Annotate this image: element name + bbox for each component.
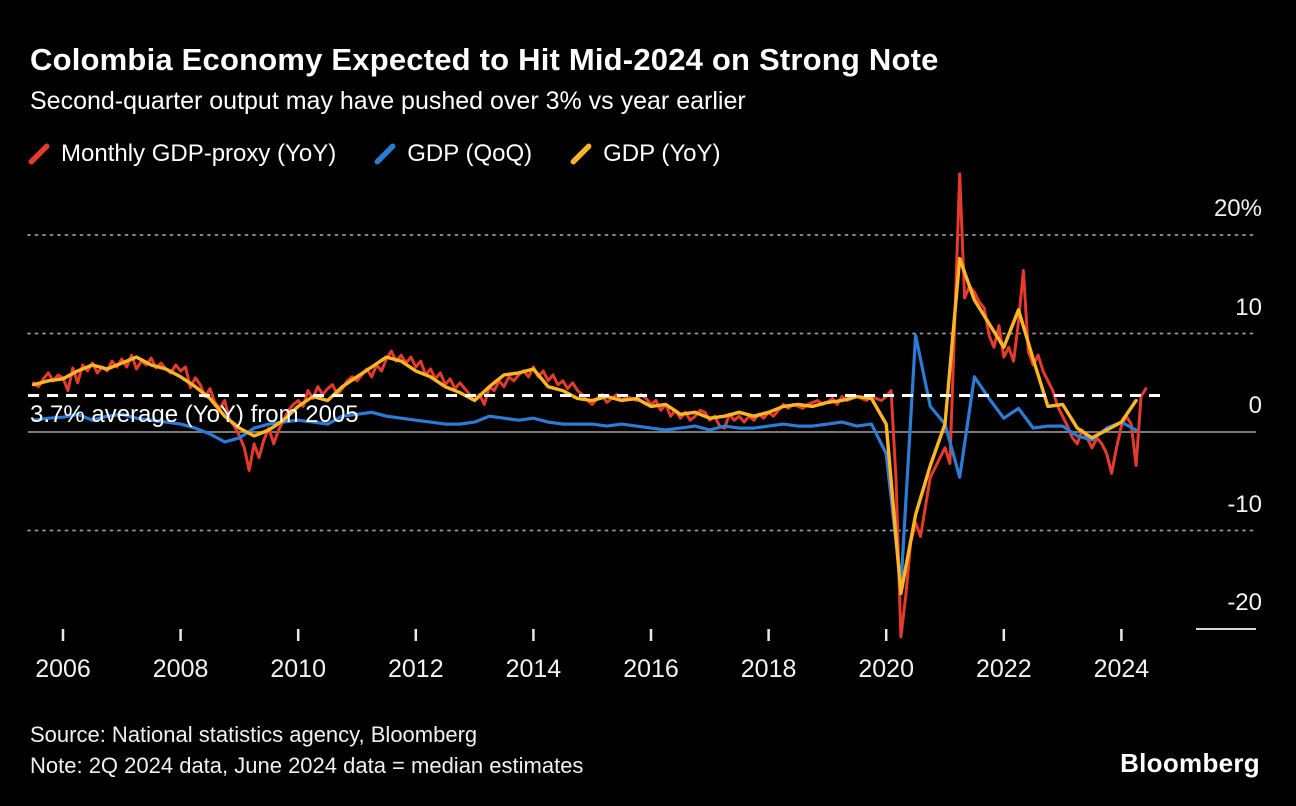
x-axis-label: 2018 bbox=[740, 655, 797, 683]
x-axis-label: 2012 bbox=[387, 655, 444, 683]
x-axis-label: 2024 bbox=[1093, 655, 1150, 683]
red-line-swatch-icon bbox=[28, 143, 50, 165]
y-axis-label: 20% bbox=[1213, 195, 1262, 222]
x-axis-label: 2022 bbox=[975, 655, 1032, 683]
average-line-label: 3.7% average (YoY) from 2005 bbox=[30, 401, 359, 428]
x-axis-label: 2014 bbox=[505, 655, 562, 683]
y-axis-label: 0 bbox=[1248, 392, 1262, 419]
chart-subtitle: Second-quarter output may have pushed ov… bbox=[30, 87, 746, 115]
note-text: Note: 2Q 2024 data, June 2024 data = med… bbox=[30, 753, 584, 778]
legend-item-gdp-qoq: GDP (QoQ) bbox=[374, 140, 532, 168]
bloomberg-logo: Bloomberg bbox=[1120, 748, 1260, 778]
x-axis-label: 2008 bbox=[152, 655, 209, 683]
legend-label: GDP (QoQ) bbox=[407, 140, 533, 167]
chart-title: Colombia Economy Expected to Hit Mid-202… bbox=[30, 42, 939, 77]
chart-legend: Monthly GDP-proxy (YoY) GDP (QoQ) GDP (Y… bbox=[28, 140, 721, 168]
x-axis-label: 2006 bbox=[35, 655, 91, 683]
yellow-line-swatch-icon bbox=[570, 143, 592, 165]
x-axis-label: 2020 bbox=[858, 655, 914, 683]
x-axis-label: 2016 bbox=[623, 655, 679, 683]
y-axis-label: -10 bbox=[1227, 490, 1262, 518]
legend-item-gdp-yoy: GDP (YoY) bbox=[570, 140, 721, 168]
source-text: Source: National statistics agency, Bloo… bbox=[30, 722, 478, 747]
y-axis-label: -20 bbox=[1227, 589, 1262, 616]
blue-line-swatch-icon bbox=[374, 143, 396, 165]
x-axis-label: 2010 bbox=[270, 655, 326, 683]
legend-label: GDP (YoY) bbox=[603, 140, 721, 167]
legend-item-monthly-gdp-proxy: Monthly GDP-proxy (YoY) bbox=[28, 140, 336, 168]
legend-label: Monthly GDP-proxy (YoY) bbox=[61, 140, 337, 167]
y-axis-label: 10 bbox=[1235, 293, 1262, 321]
